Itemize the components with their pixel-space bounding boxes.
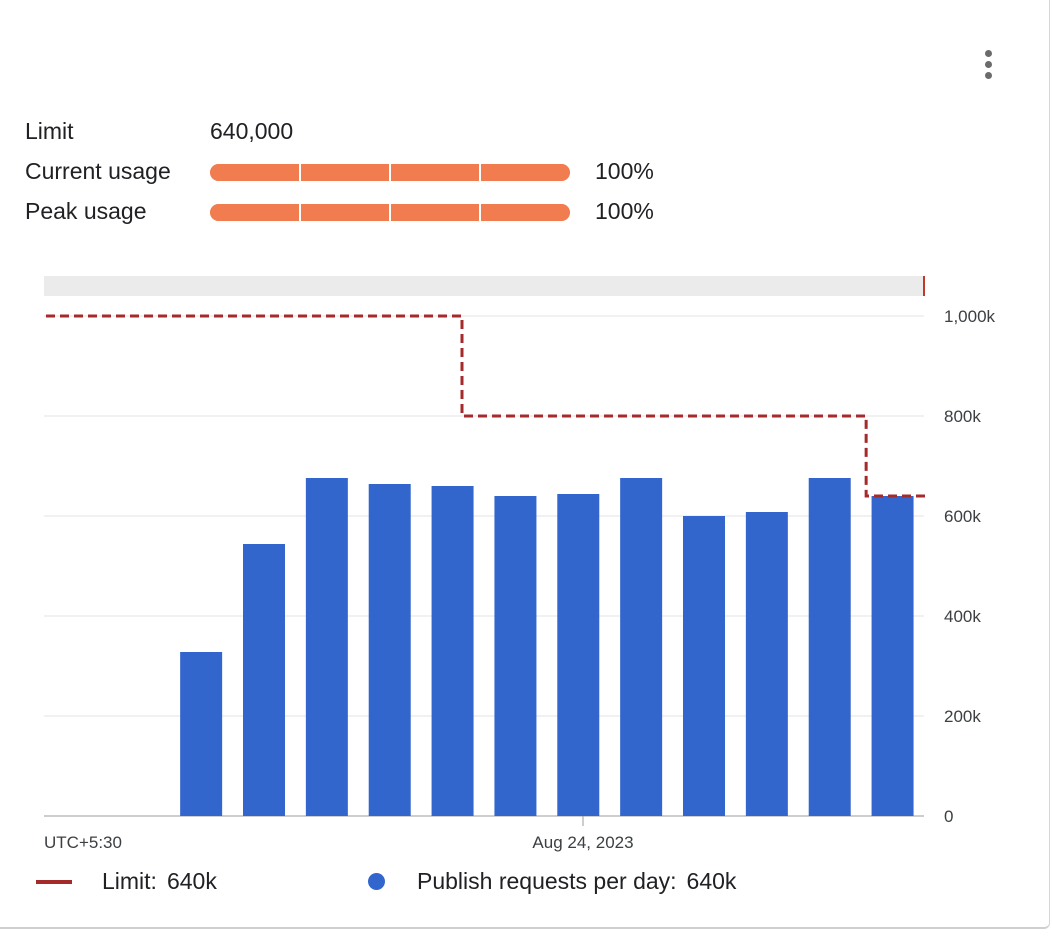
current-usage-percent: 100% [595,158,654,184]
usage-chart: 0 200k 400k 600k 800k 1,000k UTC+5:30 Aug 24,… [44,276,996,852]
bar[interactable] [745,512,788,816]
x-axis-timezone-label: UTC+5:30 [44,833,122,852]
peak-usage-percent: 100% [595,198,654,224]
limit-value: 640,000 [210,118,294,144]
bar[interactable] [683,516,725,816]
y-tick-label: 400k [944,607,981,626]
legend-limit-text: Limit: [102,868,157,894]
bar-segment-divider [299,164,301,181]
publish-requests-legend-dot-icon [368,873,385,890]
bar[interactable] [305,478,348,816]
bar[interactable] [368,484,411,816]
legend-series-value: 640k [686,868,737,894]
peak-usage-label: Peak usage [25,198,147,224]
more-options-icon[interactable] [970,44,1006,84]
bar[interactable] [620,478,663,816]
bar-segment-divider [389,204,391,221]
limit-legend-line-icon [36,879,72,884]
bar[interactable] [871,496,914,816]
peak-usage-bar [210,204,570,221]
current-usage-bar [210,164,570,181]
y-tick-label: 600k [944,507,981,526]
limit-label: Limit [25,118,74,144]
bar[interactable] [180,652,223,816]
bar-segment-divider [299,204,301,221]
legend-publish-requests[interactable]: Publish requests per day: 640k [368,868,736,895]
bar-segment-divider [479,164,481,181]
legend-limit-value: 640k [166,868,217,894]
current-usage-label: Current usage [25,158,171,184]
legend-limit[interactable]: Limit: 640k [36,868,217,895]
limit-line [46,314,928,498]
bar[interactable] [243,544,285,816]
bar-segment-divider [479,204,481,221]
bar[interactable] [431,486,474,816]
x-axis-date-label: Aug 24, 2023 [532,833,633,852]
y-tick-label: 200k [944,707,981,726]
legend-series-text: Publish requests per day: [417,868,677,894]
bar-segment-divider [389,164,391,181]
bar[interactable] [557,494,600,816]
y-tick-label: 1,000k [944,307,996,326]
y-tick-label: 0 [944,807,953,826]
y-tick-label: 800k [944,407,981,426]
bar[interactable] [494,496,537,816]
bar[interactable] [808,478,851,816]
chart-range-strip[interactable] [44,276,924,296]
